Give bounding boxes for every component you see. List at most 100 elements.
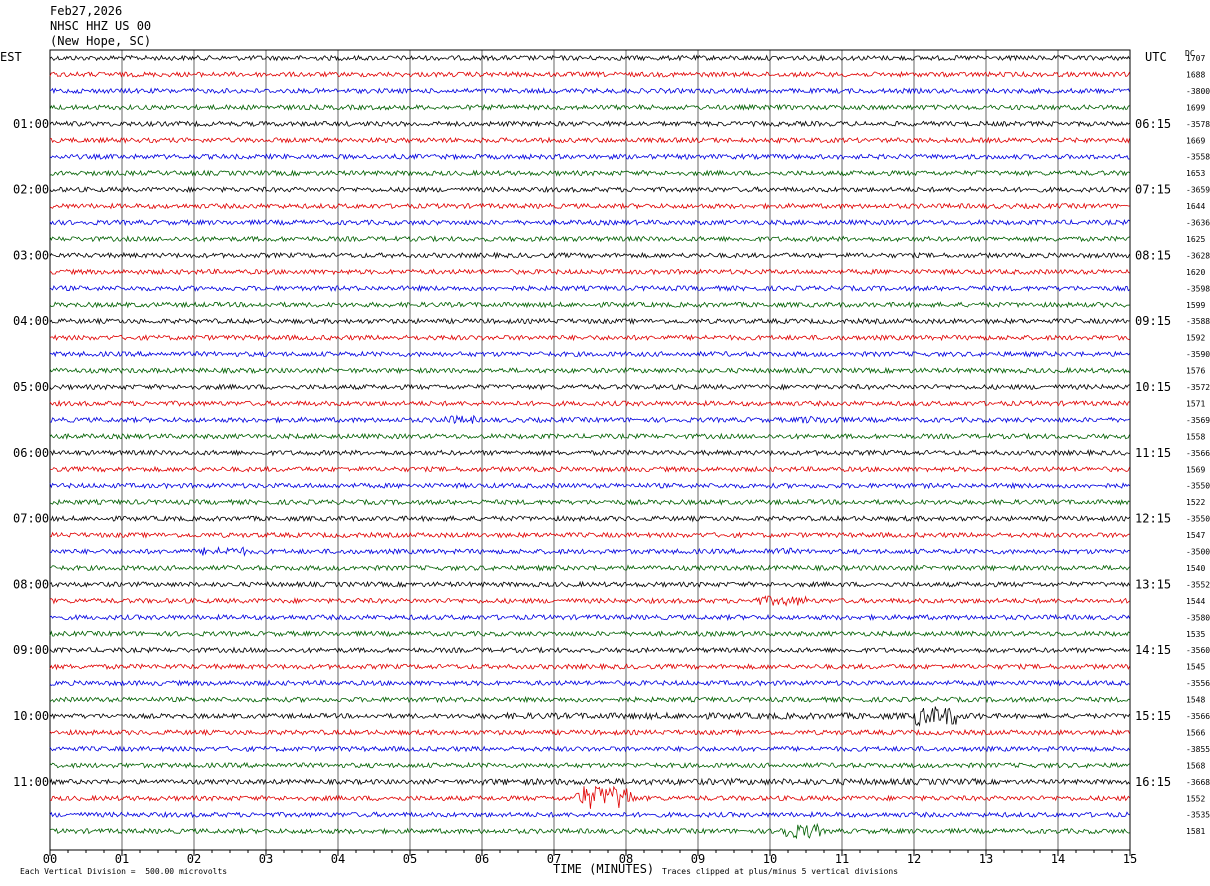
hour-label-utc: 07:15 [1135,183,1171,197]
dc-offset-label: -3598 [1186,284,1210,293]
dc-offset-label: 1547 [1186,531,1205,540]
dc-offset-label: 1540 [1186,564,1205,573]
seismic-trace [49,414,1130,424]
seismic-trace [49,613,1130,622]
seismic-trace [49,580,1130,588]
station-code: NHSC HHZ US 00 [50,19,152,33]
x-tick-label: 07 [547,852,561,866]
x-tick-label: 06 [475,852,489,866]
seismic-trace [49,301,1130,309]
seismic-trace [49,185,1130,194]
clipping-footnote: Traces clipped at plus/minus 5 vertical … [662,867,899,876]
dc-offset-label: -3550 [1186,482,1210,491]
dc-offset-label: 1571 [1186,399,1205,408]
hour-label-utc: 14:15 [1135,643,1171,657]
hour-label-est: 08:00 [13,577,49,591]
dc-offset-label: 1653 [1186,169,1205,178]
dc-offset-label: -3588 [1186,317,1210,326]
right-timezone-label: UTC [1145,50,1167,64]
dc-offset-label: 1592 [1186,334,1205,343]
seismic-trace [49,284,1130,293]
dc-offset-label: 1576 [1186,367,1205,376]
x-tick-label: 03 [259,852,273,866]
hour-label-est: 01:00 [13,117,49,131]
seismic-trace [49,399,1130,407]
x-tick-label: 09 [691,852,705,866]
dc-offset-label: 1569 [1186,465,1205,474]
x-axis-title: TIME (MINUTES) [553,862,655,876]
seismic-trace [49,136,1130,145]
seismic-trace [49,546,1130,557]
hour-label-est: 03:00 [13,248,49,262]
plot-date: Feb27,2026 [50,4,123,18]
dc-offset-label: 1599 [1186,301,1205,310]
x-tick-label: 10 [763,852,777,866]
dc-offset-label: -3800 [1186,87,1210,96]
x-tick-label: 04 [331,852,345,866]
dc-offset-label: 1644 [1186,202,1205,211]
dc-offset-label: -3572 [1186,383,1210,392]
dc-offset-label: -3855 [1186,745,1210,754]
seismic-trace [49,103,1130,112]
dc-offset-label: -3500 [1186,548,1210,557]
dc-offset-label: -3628 [1186,251,1210,260]
hour-label-est: 02:00 [13,183,49,197]
seismic-trace [49,350,1130,358]
dc-offset-label: 1688 [1186,70,1205,79]
seismic-trace [49,465,1130,473]
dc-offset-label: -3560 [1186,646,1210,655]
seismic-trace [49,202,1130,210]
x-tick-label: 05 [403,852,417,866]
dc-offset-label: -3552 [1186,580,1210,589]
seismic-trace [49,679,1130,687]
seismic-trace [49,822,1130,840]
seismic-trace [49,317,1130,326]
seismic-trace [49,810,1130,819]
plot-frame [49,49,1131,851]
hour-label-est: 06:00 [13,446,49,460]
hour-label-utc: 15:15 [1135,709,1171,723]
x-tick-label: 15 [1123,852,1137,866]
hour-label-utc: 12:15 [1135,512,1171,526]
seismic-trace [49,152,1130,161]
dc-offset-label: -3636 [1186,219,1210,228]
dc-offset-label: 1620 [1186,268,1205,277]
seismic-trace [49,235,1130,243]
dc-offset-label: -3566 [1186,449,1210,458]
dc-offset-label: 1566 [1186,728,1205,737]
seismic-trace [49,646,1130,654]
hour-label-est: 11:00 [13,775,49,789]
hour-label-utc: 08:15 [1135,248,1171,262]
seismic-trace [49,498,1130,506]
left-timezone-label: EST [0,50,22,64]
seismic-trace [49,251,1130,260]
seismic-trace [49,169,1130,177]
dc-offset-label: 1535 [1186,630,1205,639]
hour-label-utc: 10:15 [1135,380,1171,394]
seismic-trace [49,87,1130,95]
dc-offset-label: -3558 [1186,153,1210,162]
hour-label-utc: 11:15 [1135,446,1171,460]
dc-offset-label: 1625 [1186,235,1205,244]
dc-offset-label: -3569 [1186,416,1210,425]
dc-offset-label: -3590 [1186,350,1210,359]
dc-offset-label: -3580 [1186,613,1210,622]
seismic-trace [49,630,1130,638]
dc-offset-label: 1548 [1186,696,1205,705]
hour-label-est: 05:00 [13,380,49,394]
seismic-trace [49,514,1130,523]
hour-label-utc: 06:15 [1135,117,1171,131]
seismic-trace [49,662,1130,671]
dc-offset-label: 1558 [1186,432,1205,441]
x-tick-label: 14 [1051,852,1065,866]
seismic-trace [49,761,1130,769]
hour-label-utc: 16:15 [1135,775,1171,789]
seismic-trace [49,695,1130,704]
seismic-trace [49,785,1130,809]
seismic-trace [49,366,1130,375]
x-tick-label: 11 [835,852,849,866]
seismic-trace [49,449,1130,457]
seismic-trace [49,70,1130,79]
dc-offset-label: 1545 [1186,663,1205,672]
